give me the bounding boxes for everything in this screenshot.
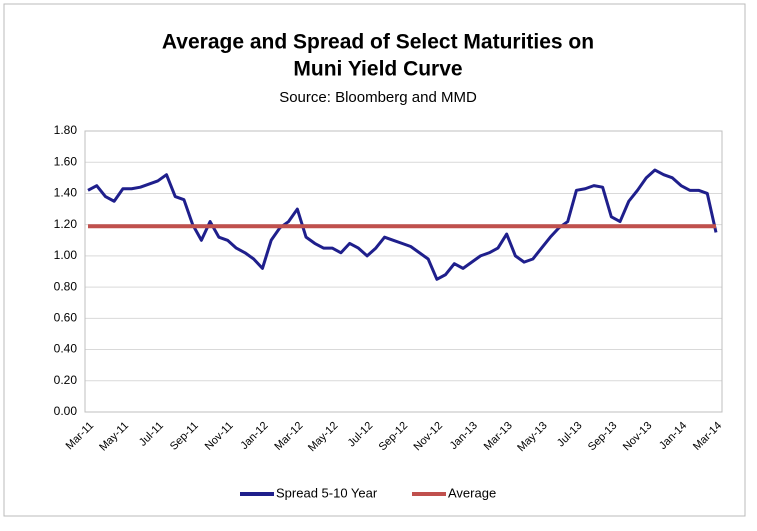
y-tick-label: 1.60: [54, 154, 78, 168]
y-tick-label: 0.00: [54, 404, 78, 418]
chart-frame: [3, 3, 746, 517]
plot-area: [84, 130, 723, 413]
chart-subtitle: Source: Bloomberg and MMD: [279, 89, 477, 106]
legend-label: Average: [448, 485, 496, 500]
y-tick-label: 1.80: [54, 123, 78, 137]
y-tick-label: 0.60: [54, 311, 78, 325]
y-tick-label: 0.80: [54, 279, 78, 293]
chart-title: Muni Yield Curve: [293, 58, 462, 81]
y-tick-label: 1.20: [54, 217, 78, 231]
legend-label: Spread 5-10 Year: [276, 485, 378, 500]
chart-title: Average and Spread of Select Maturities …: [162, 31, 594, 54]
y-tick-label: 0.20: [54, 373, 78, 387]
y-tick-label: 0.40: [54, 342, 78, 356]
y-tick-label: 1.00: [54, 248, 78, 262]
y-tick-label: 1.40: [54, 186, 78, 200]
